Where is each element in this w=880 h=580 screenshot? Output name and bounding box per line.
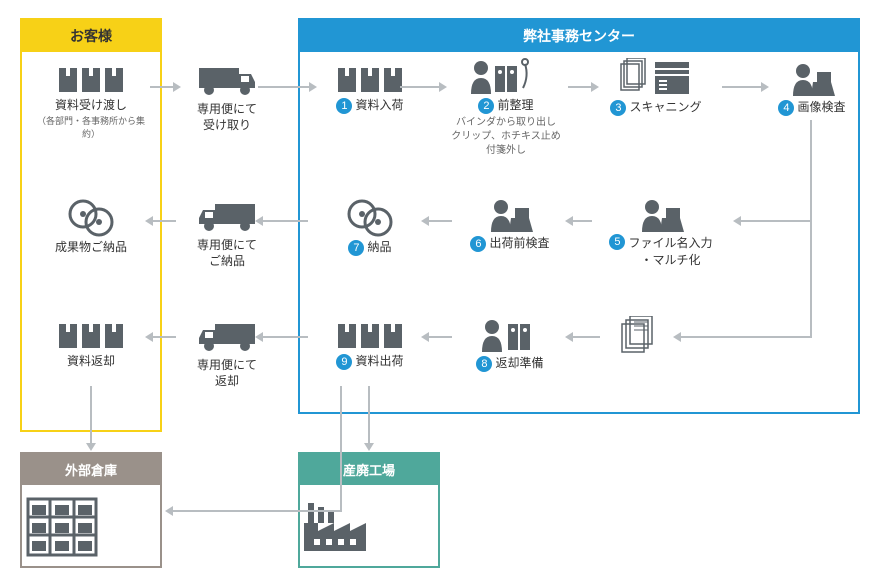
step-customer-deliver: 成果物ご納品 [34, 198, 148, 255]
transport-label: 専用便にて ご納品 [182, 238, 272, 269]
boxes-icon [57, 62, 125, 96]
arrow [340, 386, 342, 510]
arrow [810, 220, 812, 338]
factory-icon [300, 499, 370, 555]
arrow [722, 86, 762, 88]
boxes-icon [336, 62, 404, 96]
step-label: 2前整理 [446, 96, 566, 114]
boxes-icon [57, 318, 125, 352]
documents-icon [618, 316, 658, 356]
transport-label: 専用便にて 受け取り [182, 102, 272, 133]
step-label: 5ファイル名入力 ・マルチ化 [596, 234, 726, 268]
arrow [572, 220, 592, 222]
arrow [572, 336, 600, 338]
step-sublabel: （各部門・各事務所から集約） [34, 115, 148, 140]
step-label: 資料受け渡し [34, 96, 148, 113]
step-label: 9資料出荷 [320, 352, 420, 370]
step-2: 2前整理 バインダから取り出し クリップ、ホチキス止め 付箋外し [446, 58, 566, 158]
person-binders-icon [467, 58, 545, 96]
arrow [368, 386, 370, 444]
arrow [150, 86, 174, 88]
arrow [262, 336, 308, 338]
arrow [152, 336, 176, 338]
warehouse-section: 外部倉庫 [20, 452, 162, 568]
arrow [400, 86, 440, 88]
step-4: 4画像検査 [770, 62, 854, 116]
step-label: 3スキャニング [596, 98, 716, 116]
truck-icon [195, 198, 259, 234]
step-label: 成果物ご納品 [34, 238, 148, 255]
scanner-icon [617, 58, 695, 98]
step-customer-return: 資料返却 [34, 318, 148, 369]
step-label: 1資料入荷 [320, 96, 420, 114]
step-8: 8返却準備 [460, 318, 560, 372]
arrow [740, 220, 812, 222]
shelving-icon [22, 495, 102, 559]
step-5: 5ファイル名入力 ・マルチ化 [596, 198, 726, 268]
customer-header: お客様 [22, 20, 160, 52]
discs-icon [342, 198, 398, 238]
person-binders-icon [478, 318, 542, 354]
step-9: 9資料出荷 [320, 318, 420, 370]
step-label: 8返却準備 [460, 354, 560, 372]
arrow [428, 220, 452, 222]
transport-label: 専用便にて 返却 [182, 358, 272, 389]
person-laptop-icon [636, 198, 686, 234]
truck-icon [195, 62, 259, 98]
step-customer-receive: 資料受け渡し （各部門・各事務所から集約） [34, 62, 148, 140]
transport-return: 専用便にて 返却 [182, 318, 272, 389]
arrow [810, 120, 812, 220]
step-label: 4画像検査 [770, 98, 854, 116]
person-laptop-icon [787, 62, 837, 98]
step-label: 資料返却 [34, 352, 148, 369]
arrow [568, 86, 592, 88]
transport-pickup: 専用便にて 受け取り [182, 62, 272, 133]
step-6: 6出荷前検査 [460, 198, 560, 252]
arrow [172, 510, 342, 512]
step-sublabel: バインダから取り出し クリップ、ホチキス止め 付箋外し [446, 116, 566, 158]
documents-icon-wrap [608, 316, 668, 356]
warehouse-header: 外部倉庫 [22, 454, 160, 485]
person-laptop-icon [485, 198, 535, 234]
boxes-icon [336, 318, 404, 352]
arrow [428, 336, 452, 338]
truck-icon [195, 318, 259, 354]
step-label: 7納品 [320, 238, 420, 256]
factory-header: 産廃工場 [300, 454, 438, 485]
arrow [262, 220, 308, 222]
step-3: 3スキャニング [596, 58, 716, 116]
discs-icon [63, 198, 119, 238]
arrow [90, 386, 92, 444]
center-header: 弊社事務センター [300, 20, 858, 52]
arrow [680, 336, 812, 338]
arrow [258, 86, 310, 88]
transport-deliver: 専用便にて ご納品 [182, 198, 272, 269]
arrow [152, 220, 176, 222]
step-label: 6出荷前検査 [460, 234, 560, 252]
step-7: 7納品 [320, 198, 420, 256]
